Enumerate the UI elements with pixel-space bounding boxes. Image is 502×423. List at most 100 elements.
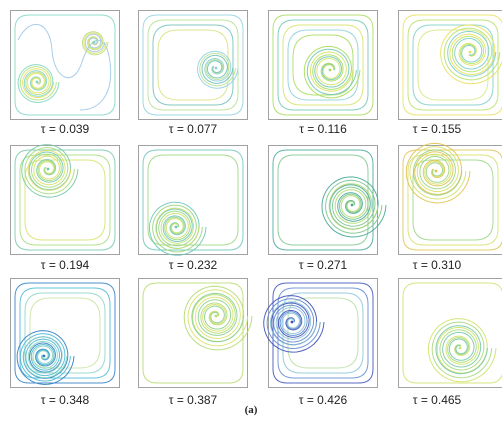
cavity-frame <box>10 10 120 120</box>
vortex-streamline <box>325 179 383 234</box>
vortex-core <box>434 169 438 173</box>
streamline <box>17 23 112 111</box>
vortex-streamline <box>447 30 497 77</box>
vortex-streamline <box>21 144 79 198</box>
vortex-streamline <box>306 48 357 96</box>
streamline-plot-11 <box>263 278 378 388</box>
vortex-core <box>92 40 96 44</box>
streamline-plot-6 <box>138 145 248 256</box>
streamline <box>157 29 229 101</box>
panel-8 <box>398 142 502 255</box>
panel-11 <box>263 278 378 388</box>
streamline <box>407 19 499 111</box>
streamline <box>24 159 106 241</box>
vortex-streamline <box>17 64 60 104</box>
panel-1 <box>10 10 120 120</box>
streamline <box>19 287 111 379</box>
cavity-frame <box>398 10 502 120</box>
vortex-streamline <box>22 68 55 98</box>
streamline <box>272 282 374 384</box>
vortex-streamline <box>321 176 387 238</box>
caption-7: τ = 0.271 <box>298 258 348 272</box>
vortex-core <box>42 354 46 358</box>
vortex-core <box>468 50 472 54</box>
caption-11: τ = 0.426 <box>298 393 348 407</box>
streamline-plot-4 <box>398 10 502 120</box>
cavity-frame <box>268 10 378 120</box>
streamline <box>142 14 244 116</box>
caption-1: τ = 0.039 <box>40 122 90 136</box>
streamline <box>272 149 374 251</box>
vortex-streamline <box>440 24 502 85</box>
vortex-streamline <box>409 146 467 200</box>
vortex-core <box>35 80 39 84</box>
vortex-streamline <box>152 204 203 253</box>
vortex-core <box>458 346 462 350</box>
vortex-streamline <box>191 292 244 343</box>
streamline <box>14 14 116 116</box>
vortex-streamline <box>16 330 75 386</box>
streamline <box>282 24 364 106</box>
vortex-streamline <box>27 149 72 191</box>
panel-4 <box>398 10 502 120</box>
panel-2 <box>138 10 248 120</box>
streamline <box>277 19 369 111</box>
vortex-core <box>174 225 178 229</box>
caption-9: τ = 0.348 <box>40 393 90 407</box>
vortex-streamline <box>443 27 501 81</box>
vortex-core <box>350 203 354 207</box>
vortex-streamline <box>269 301 317 346</box>
vortex-streamline <box>19 66 57 101</box>
panel-7 <box>268 145 387 255</box>
streamline-plot-12 <box>398 278 502 388</box>
vortex-streamline <box>263 295 325 353</box>
streamline-plot-9 <box>10 278 120 388</box>
vortex-core <box>46 167 50 171</box>
streamline <box>417 29 489 101</box>
streamline <box>29 297 101 369</box>
cavity-frame <box>10 278 120 388</box>
vortex-streamline <box>412 149 463 196</box>
streamline-plot-2 <box>138 10 248 120</box>
caption-4: τ = 0.155 <box>412 122 462 136</box>
vortex-core <box>328 68 332 72</box>
streamline <box>142 282 244 384</box>
caption-12: τ = 0.465 <box>412 393 462 407</box>
streamline <box>142 149 244 251</box>
streamline-plot-5 <box>10 144 120 255</box>
streamline-plot-8 <box>398 142 502 255</box>
panel-6 <box>138 145 248 256</box>
streamline <box>24 292 106 374</box>
streamline <box>19 154 111 246</box>
panel-5 <box>10 144 120 255</box>
caption-2: τ = 0.077 <box>168 122 218 136</box>
caption-5: τ = 0.194 <box>40 258 90 272</box>
streamline <box>14 282 116 384</box>
streamline-plot-1 <box>10 10 120 120</box>
vortex-streamline <box>23 336 68 379</box>
streamline-plot-3 <box>268 10 378 120</box>
streamline <box>407 154 499 246</box>
streamline <box>412 24 494 106</box>
cavity-frame <box>268 278 378 388</box>
panel-9 <box>10 278 120 388</box>
panel-10 <box>138 278 253 388</box>
vortex-streamline <box>201 54 234 84</box>
vortex-streamline <box>84 33 106 53</box>
panel-3 <box>268 10 378 120</box>
streamline <box>402 14 502 116</box>
vortex-streamline <box>435 325 488 375</box>
vortex-streamline <box>405 142 471 204</box>
streamline <box>292 34 354 96</box>
streamline <box>277 154 369 246</box>
vortex-streamline <box>199 52 236 87</box>
caption-6: τ = 0.232 <box>168 258 218 272</box>
streamline-plot-10 <box>138 278 253 388</box>
streamline <box>402 149 502 251</box>
vortex-streamline <box>183 285 253 351</box>
caption-3: τ = 0.116 <box>299 122 347 136</box>
streamline <box>402 282 502 384</box>
streamline <box>14 149 116 251</box>
caption-8: τ = 0.310 <box>412 258 462 272</box>
